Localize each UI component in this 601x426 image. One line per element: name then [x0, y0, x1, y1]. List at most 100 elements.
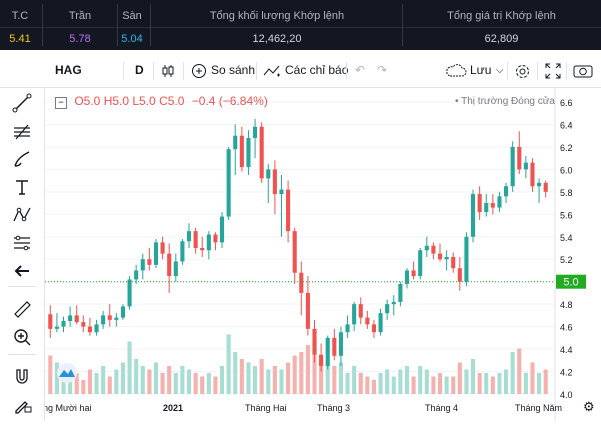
- volume-bar: [523, 373, 528, 394]
- undo-icon[interactable]: ↶: [355, 63, 366, 77]
- price-tick-label: 5.4: [560, 233, 573, 243]
- lock-drawing-icon[interactable]: [11, 394, 33, 416]
- volume-bar: [48, 355, 53, 394]
- chart-canvas[interactable]: 6.6 6.4 6.2 6.0 5.8 5.6 5.4 5.2 5.0 4.8 4.6 4.4 4.2 4…: [43, 88, 601, 421]
- interval-button[interactable]: D: [135, 63, 144, 77]
- camera-icon[interactable]: [573, 64, 593, 78]
- symbol-search[interactable]: HAG: [55, 63, 82, 77]
- collapse-legend-icon[interactable]: −: [55, 97, 67, 109]
- candle-body: [523, 162, 528, 170]
- trend-line-icon[interactable]: [11, 92, 33, 114]
- volume-bar: [385, 369, 390, 394]
- volume-bar: [213, 376, 218, 394]
- volume-bar: [451, 376, 456, 394]
- volume-bar: [530, 362, 535, 394]
- price-tick-label: 5.6: [560, 210, 573, 220]
- candle-body: [160, 242, 165, 254]
- candle-body: [444, 256, 449, 260]
- candle-body: [352, 304, 357, 325]
- indicators-icon[interactable]: [263, 63, 281, 79]
- candle-body: [206, 234, 211, 251]
- brush-icon[interactable]: [11, 148, 33, 170]
- volume-bar: [325, 362, 330, 394]
- candle-style-icon[interactable]: [160, 63, 176, 79]
- candle-body: [61, 321, 66, 327]
- prediction-tool-icon[interactable]: [11, 232, 33, 254]
- axis-settings-icon[interactable]: ⚙: [583, 399, 595, 414]
- volume-bar: [193, 373, 198, 394]
- toolbar-separator: [153, 62, 154, 80]
- volume-bar: [226, 334, 231, 394]
- volume-bar: [398, 369, 403, 394]
- candle-body: [530, 162, 535, 187]
- candle-body: [54, 326, 59, 329]
- chevron-down-icon[interactable]: ⌵: [496, 65, 504, 76]
- volume-bar: [279, 369, 284, 394]
- fib-tool-icon[interactable]: [11, 120, 33, 142]
- floor-price-header: Sàn: [122, 10, 142, 22]
- toolbar-separator: [566, 62, 567, 80]
- volume-bar: [477, 373, 482, 394]
- zoom-in-icon[interactable]: [11, 326, 33, 348]
- volume-bar: [266, 369, 271, 394]
- volume-bar: [404, 366, 410, 394]
- candle-body: [345, 324, 350, 333]
- candle-body: [504, 186, 509, 197]
- volume-bar: [253, 366, 258, 394]
- candle-body: [193, 231, 198, 248]
- volume-bar: [504, 369, 509, 394]
- candle-body: [48, 314, 53, 329]
- ceiling-price-header: Trần: [68, 10, 92, 22]
- candle-body: [147, 259, 152, 265]
- volume-bar: [200, 376, 205, 394]
- volume-bar: [464, 369, 469, 394]
- ohlc-values: O5.0 H5.0 L5.0 C5.0: [74, 94, 185, 108]
- total-volume-value: 12,462,20: [252, 33, 302, 45]
- candle-body: [451, 256, 456, 269]
- price-axis: 6.66.46.26.05.85.65.45.25.04.84.64.44.24…: [560, 98, 573, 400]
- volume-bar: [120, 362, 126, 394]
- candle-body: [180, 241, 185, 262]
- candle-body: [385, 304, 390, 314]
- volume-bar: [424, 369, 429, 394]
- market-status-text: Thị trường Đóng cửa: [461, 96, 555, 107]
- volume-bar: [543, 369, 548, 394]
- volume-bar: [206, 373, 211, 394]
- volume-bar: [510, 352, 515, 394]
- ceiling-price-value: 5.78: [69, 33, 91, 45]
- pattern-tool-icon[interactable]: [11, 204, 33, 226]
- candle-body: [319, 354, 324, 366]
- settings-gear-icon[interactable]: [514, 63, 531, 80]
- candle-body: [497, 196, 502, 208]
- back-arrow-icon[interactable]: [11, 260, 33, 282]
- price-chart[interactable]: 6.6 6.4 6.2 6.0 5.8 5.6 5.4 5.2 5.0 4.8 4.6 4.4 4.2 4…: [43, 88, 601, 421]
- compare-plus-icon[interactable]: [191, 63, 207, 79]
- toolbar-separator: [123, 62, 124, 80]
- save-button[interactable]: Lưu: [470, 63, 492, 77]
- candle-body: [200, 248, 205, 251]
- magnet-icon[interactable]: [11, 366, 33, 388]
- volume-bar: [292, 355, 297, 394]
- candle-body: [259, 126, 264, 179]
- volume-bar: [74, 373, 79, 394]
- candle-body: [490, 203, 495, 208]
- compare-button[interactable]: So sánh: [211, 63, 256, 77]
- volume-bar: [418, 366, 423, 394]
- candle-body: [286, 189, 291, 232]
- candle-body: [81, 322, 86, 327]
- text-tool-icon[interactable]: [11, 176, 33, 198]
- indicators-button[interactable]: Các chỉ báo: [285, 63, 349, 77]
- volume-bar: [312, 341, 317, 394]
- volume-bar: [391, 376, 396, 394]
- candle-body: [114, 317, 119, 320]
- ruler-icon[interactable]: [11, 298, 33, 320]
- price-tick-label: 5.2: [560, 255, 573, 265]
- redo-icon[interactable]: ↷: [377, 63, 388, 77]
- fullscreen-icon[interactable]: [545, 63, 561, 79]
- volume-bar: [259, 359, 264, 394]
- cloud-save-icon[interactable]: [445, 64, 467, 78]
- candle-body: [74, 315, 79, 323]
- candle-body: [543, 182, 548, 192]
- volume-bar: [153, 362, 159, 394]
- price-tick-label: 4.4: [560, 345, 573, 355]
